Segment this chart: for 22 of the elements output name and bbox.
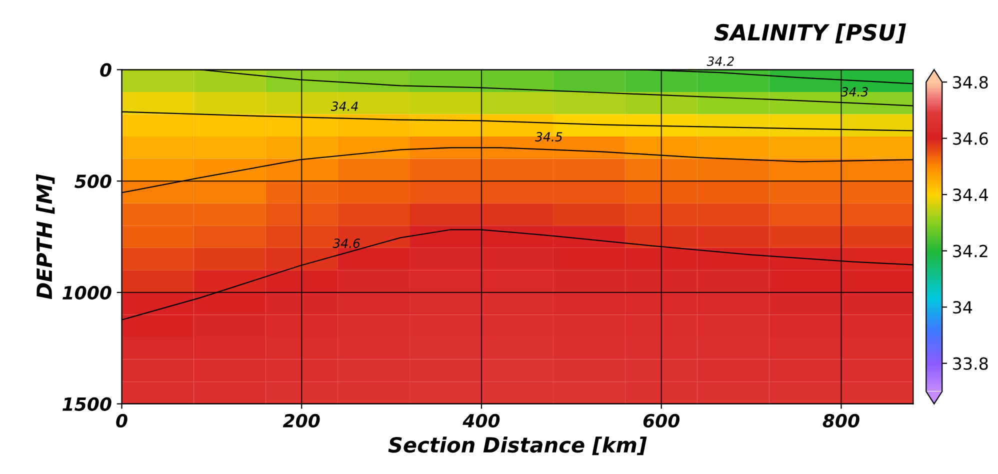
x-tick-label: 800: [822, 414, 860, 428]
x-axis-title: Section Distance [km]: [388, 436, 647, 456]
y-tick-label: 1500: [62, 397, 112, 411]
x-tick-label: 200: [282, 414, 320, 428]
chart-title: SALINITY [PSU]: [714, 24, 906, 44]
y-tick-label: 1000: [62, 286, 112, 300]
color-bar-label: 33.8: [953, 357, 988, 370]
y-tick-label: 500: [74, 174, 112, 188]
y-axis-title: DEPTH [M]: [36, 174, 55, 300]
annotation: 34.6: [332, 238, 360, 248]
annotation: 34.4: [330, 102, 358, 111]
color-bar-label: 34: [953, 301, 972, 314]
color-bar-label: 34.4: [953, 188, 988, 202]
annotation: 34.5: [535, 132, 562, 142]
y-tick-label: 0: [100, 63, 112, 77]
x-tick-label: 400: [462, 414, 500, 428]
color-bar-label: 34.2: [953, 244, 988, 258]
annotation: 34.2: [706, 56, 734, 66]
color-bar-label: 34.8: [953, 76, 988, 89]
x-tick-label: 0: [116, 414, 128, 428]
x-tick-label: 600: [643, 414, 680, 428]
color-bar-label: 34.6: [953, 132, 988, 145]
